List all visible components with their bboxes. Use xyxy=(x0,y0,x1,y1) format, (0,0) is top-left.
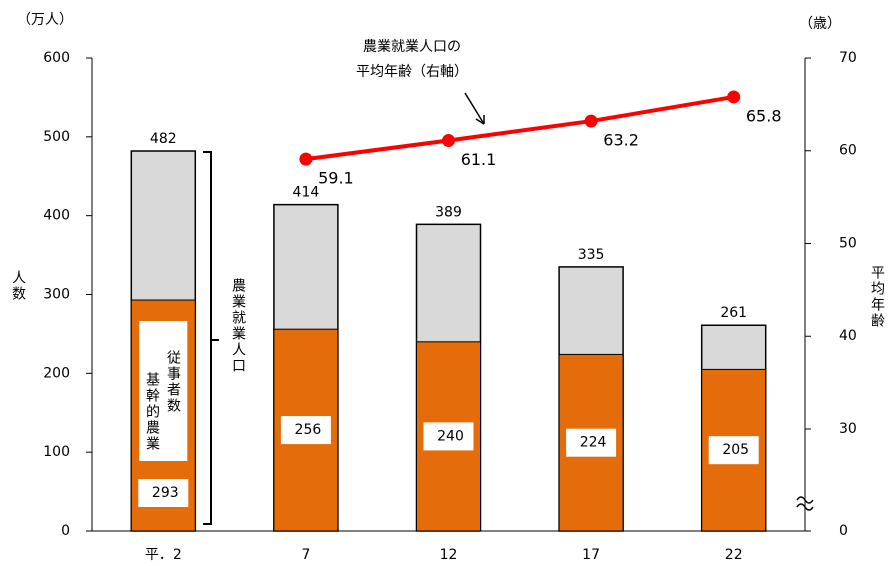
core-label: 293 xyxy=(152,485,179,501)
y2-tick-label: 50 xyxy=(839,235,857,251)
y2-tick-label: 40 xyxy=(839,328,857,344)
age-point xyxy=(299,152,313,166)
x-tick-label: 7 xyxy=(301,547,310,562)
age-point xyxy=(584,114,598,128)
core-label: 224 xyxy=(580,435,607,451)
total-label: 389 xyxy=(435,204,462,220)
y2-unit: （歳） xyxy=(799,16,841,32)
age-label: 61.1 xyxy=(461,150,497,169)
y-tick-label: 300 xyxy=(43,287,70,303)
y-tick-label: 0 xyxy=(61,523,70,539)
core-name: 基幹的農業 xyxy=(144,371,160,452)
total-label: 414 xyxy=(293,185,320,201)
total-label: 335 xyxy=(578,247,605,263)
y-tick-label: 600 xyxy=(43,50,70,66)
age-point xyxy=(442,134,455,148)
label-box xyxy=(566,428,617,457)
core-label: 205 xyxy=(722,442,749,458)
y2-tick-label: 0 xyxy=(839,523,848,539)
core-label: 256 xyxy=(295,422,322,438)
arrow-head xyxy=(475,115,485,125)
x-tick-label: 22 xyxy=(725,547,743,562)
y2-tick-label: 30 xyxy=(839,421,857,437)
core-label: 240 xyxy=(437,428,464,444)
y-tick-label: 100 xyxy=(43,444,70,460)
y-tick-label: 200 xyxy=(43,365,70,381)
age-label: 65.8 xyxy=(746,106,782,125)
y-axis-title: 人数 xyxy=(10,270,26,302)
label-box xyxy=(138,479,189,507)
label-box xyxy=(280,416,331,445)
age-label: 63.2 xyxy=(603,131,639,150)
core-name: 従事者数 xyxy=(165,350,181,414)
age-line xyxy=(305,94,735,162)
y2-tick-label: 60 xyxy=(839,143,857,159)
label-box xyxy=(708,436,759,465)
line-name: 農業就業人口の xyxy=(363,39,461,55)
y-tick-label: 500 xyxy=(43,129,70,145)
series-label-box xyxy=(139,321,188,461)
axis-break xyxy=(796,496,814,511)
line-name: 平均年齢（右軸） xyxy=(356,64,468,80)
y2-tick-label: 70 xyxy=(839,50,857,66)
x-tick-label: 12 xyxy=(440,547,458,562)
total-label: 261 xyxy=(720,305,747,321)
age-point xyxy=(727,90,741,104)
total-name: 農業就業人口 xyxy=(230,278,246,374)
x-tick-label: 17 xyxy=(582,547,600,562)
annotation-arrow xyxy=(464,92,485,125)
y2-axis-title: 平均年齢 xyxy=(869,265,885,329)
label-box xyxy=(423,422,474,451)
age-label: 59.1 xyxy=(318,169,354,188)
y-tick-label: 400 xyxy=(43,208,70,224)
bracket xyxy=(203,151,219,525)
total-label: 482 xyxy=(150,131,177,147)
y-unit: （万人） xyxy=(17,12,73,28)
x-tick-label: 平．2 xyxy=(145,547,182,562)
